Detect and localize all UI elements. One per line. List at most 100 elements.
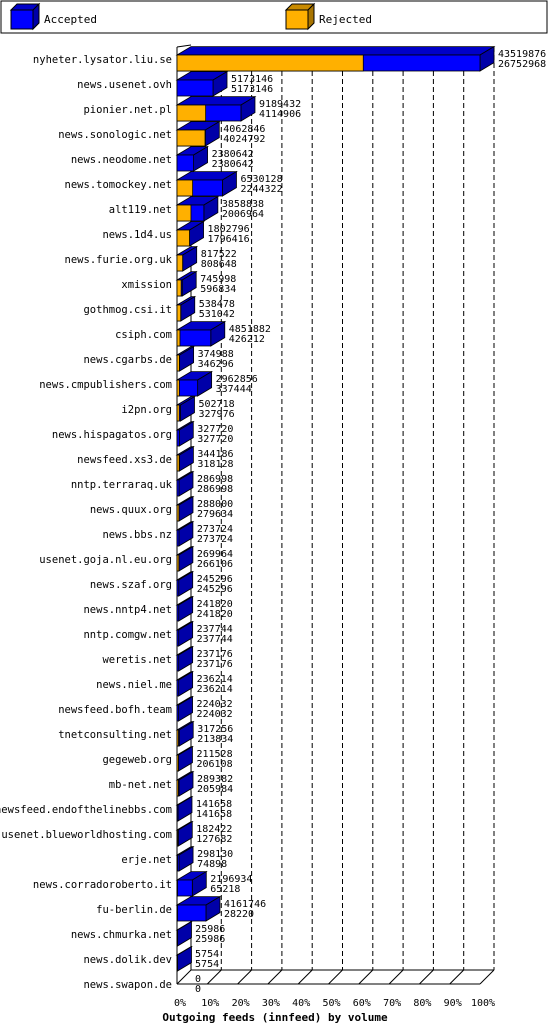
bar-32-front — [176, 854, 178, 872]
bar-5-front — [176, 179, 194, 197]
category-label: news.chmurka.net — [71, 929, 172, 941]
bar-21-back — [175, 570, 195, 597]
bar-14-front — [176, 404, 180, 422]
category-label: tnetconsulting.net — [58, 729, 172, 741]
bar-1-back-face — [176, 79, 214, 97]
category-label: newsfeed.bofh.team — [58, 704, 172, 716]
value-label-rejected: 279634 — [197, 509, 233, 520]
category-label: news.cgarbs.de — [83, 354, 172, 366]
bar-25-back — [175, 670, 195, 697]
value-label-rejected: 65218 — [210, 884, 240, 895]
x-tick-label: 80% — [413, 998, 431, 1009]
value-label-accepted: 817522 — [201, 249, 237, 260]
floor-tick — [237, 969, 252, 985]
bar-20-back — [175, 545, 195, 572]
bar-36-back-face — [176, 954, 178, 972]
floor-tick — [206, 969, 222, 985]
value-label-rejected: 141658 — [196, 809, 232, 820]
value-label-accepted: 2380642 — [212, 149, 254, 160]
value-label-accepted: 289382 — [197, 774, 233, 785]
bar-13-back — [175, 370, 214, 397]
category-label: xmission — [121, 279, 172, 291]
value-label-rejected: 2380642 — [212, 159, 254, 170]
bar-18-front — [176, 504, 180, 522]
category-label: alt119.net — [109, 204, 172, 216]
bar-19-back — [175, 520, 195, 547]
bar-22-back — [175, 595, 195, 622]
bar-22-back-face — [176, 604, 180, 622]
bar-17-back-face — [176, 479, 180, 497]
bar-13-back-face — [176, 379, 199, 397]
value-label-accepted: 2196934 — [210, 874, 252, 885]
value-label-rejected: 241820 — [197, 609, 233, 620]
floor-tick — [449, 969, 465, 985]
bar-17-back — [175, 470, 195, 497]
legend-rejected-swatch — [285, 9, 309, 30]
value-label-rejected: 25986 — [195, 934, 225, 945]
value-label-rejected: 808648 — [201, 259, 237, 270]
value-label-rejected: 213834 — [197, 734, 233, 745]
category-label: erje.net — [121, 854, 172, 866]
value-label-accepted: 327720 — [197, 424, 233, 435]
value-label-accepted: 43519876 — [498, 49, 546, 60]
floor-edge — [176, 969, 494, 985]
value-label-accepted: 4161746 — [224, 899, 266, 910]
value-label-rejected: 531042 — [199, 309, 235, 320]
x-tick-labels: 0% 10% 20% 30% 40% 50% 60% 70% 80% 90% 100% — [174, 998, 495, 1009]
value-label-accepted: 224032 — [197, 699, 233, 710]
category-label: news.swapon.de — [83, 979, 172, 991]
bar-26-back — [175, 695, 195, 722]
category-label: gegeweb.org — [102, 754, 172, 766]
bar-15-back — [175, 420, 195, 447]
category-label: news.bbs.nz — [102, 529, 172, 541]
bar-33-back — [175, 870, 208, 897]
value-label-rejected: 318128 — [197, 459, 233, 470]
value-label-accepted: 236214 — [197, 674, 233, 685]
bar-28-front — [176, 754, 179, 772]
value-label-accepted: 237176 — [197, 649, 233, 660]
value-label-accepted: 0 — [195, 974, 201, 985]
category-label: news.niel.me — [96, 679, 172, 691]
category-label: usenet.blueworldhosting.com — [1, 829, 172, 841]
bar-29-front — [176, 779, 179, 797]
top-edge — [176, 44, 192, 48]
value-label-rejected: 2006964 — [222, 209, 264, 220]
x-tick-label: 60% — [353, 998, 371, 1009]
category-label: mb-net.net — [109, 779, 172, 791]
value-label-rejected: 346296 — [198, 359, 234, 370]
x-tick-label: 70% — [383, 998, 401, 1009]
value-label-rejected: 266106 — [197, 559, 233, 570]
category-label: csiph.com — [115, 329, 172, 341]
floor-tick — [328, 969, 343, 985]
category-label: nntp.comgw.net — [83, 629, 172, 641]
bar-3-front — [176, 129, 206, 147]
value-label-accepted: 288000 — [197, 499, 233, 510]
value-label-rejected: 596834 — [200, 284, 236, 295]
legend-rejected-label: Rejected — [319, 13, 372, 26]
legend-accepted: Accepted — [9, 2, 97, 31]
category-label: nntp.terraraq.uk — [71, 479, 173, 491]
category-label: weretis.net — [102, 654, 172, 666]
bar-16-front — [176, 454, 180, 472]
value-label-accepted: 241820 — [197, 599, 233, 610]
value-label-accepted: 5173146 — [231, 74, 273, 85]
value-label-accepted: 2962856 — [216, 374, 258, 385]
category-label: news.sonologic.net — [58, 129, 172, 141]
value-label-rejected: 4114906 — [259, 109, 301, 120]
bar-23-back-face — [176, 629, 180, 647]
value-label-accepted: 298130 — [197, 849, 233, 860]
category-label: news.dolik.dev — [83, 954, 172, 966]
x-tick-label: 100% — [471, 998, 495, 1009]
value-label-accepted: 745998 — [200, 274, 236, 285]
bar-20-front — [176, 554, 180, 572]
value-label-accepted: 273724 — [197, 524, 233, 535]
value-label-rejected: 337444 — [216, 384, 252, 395]
value-label-rejected: 127682 — [196, 834, 232, 845]
category-label: usenet.goja.nl.eu.org — [39, 554, 172, 566]
bar-24-back-face — [176, 654, 180, 672]
x-axis-label: Outgoing feeds (innfeed) by volume — [162, 1011, 388, 1024]
x-tick-label: 90% — [444, 998, 462, 1009]
value-label-accepted: 286998 — [197, 474, 233, 485]
